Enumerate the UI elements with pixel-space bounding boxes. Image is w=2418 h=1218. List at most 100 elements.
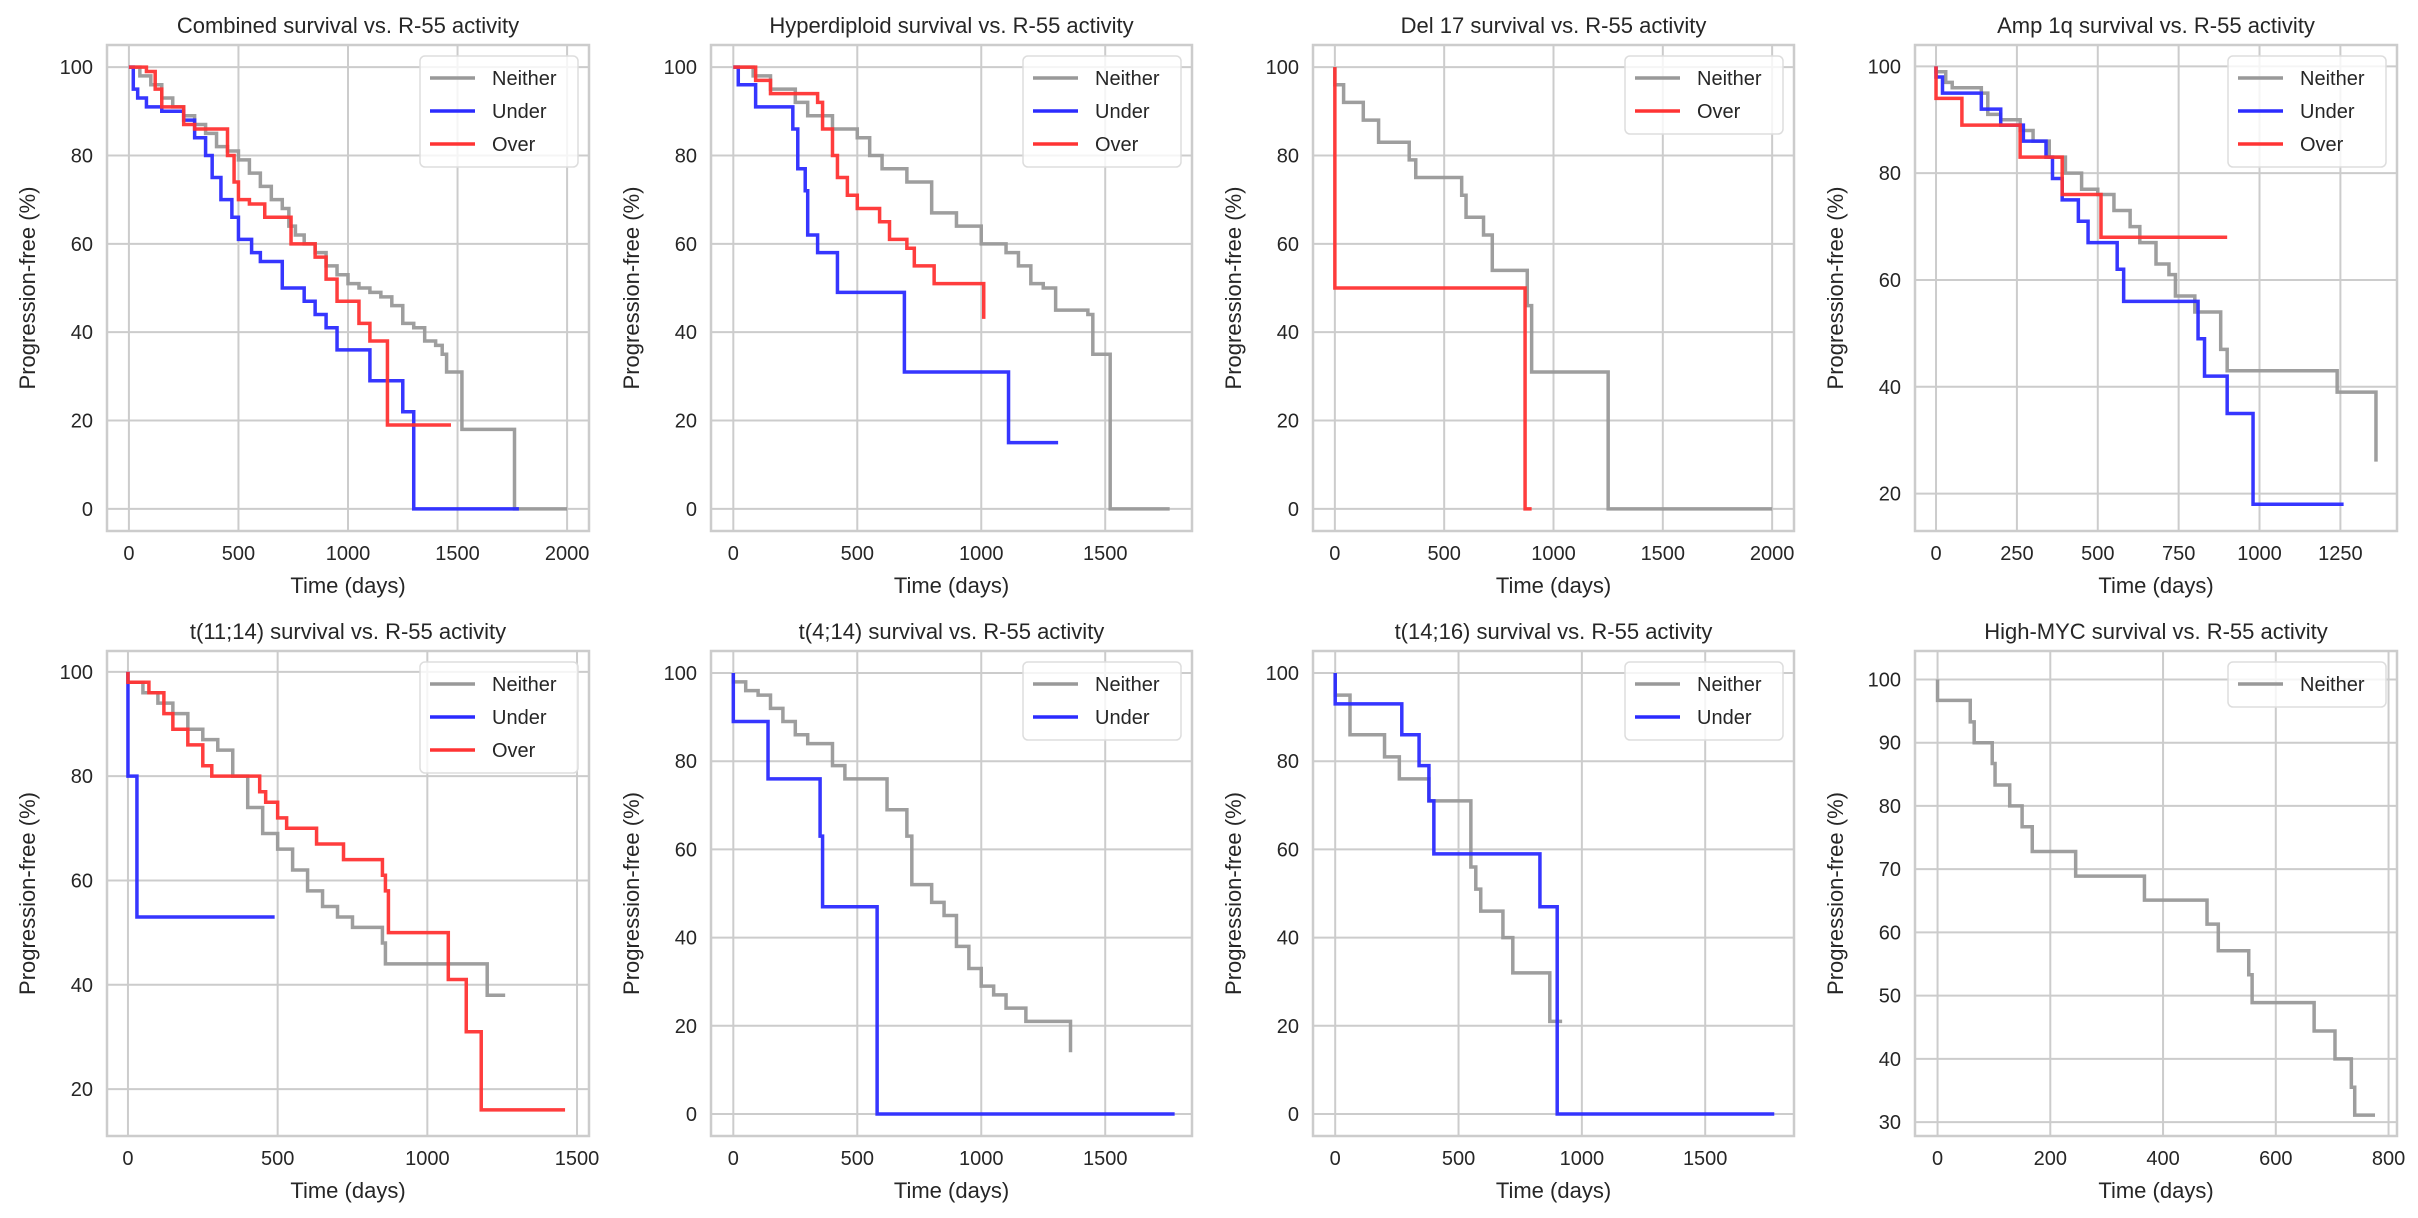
y-tick-label: 0	[82, 499, 93, 521]
y-tick-label: 30	[1879, 1112, 1901, 1134]
x-axis-label: Time (days)	[1496, 1178, 1611, 1203]
x-axis-label: Time (days)	[2098, 573, 2213, 598]
legend-frame	[1624, 661, 1784, 741]
legend: Neither Under	[1624, 661, 1784, 741]
y-tick-label: 80	[1879, 163, 1901, 185]
y-tick-label: 100	[1868, 56, 1901, 78]
x-tick-label: 500	[1427, 543, 1460, 565]
x-tick-label: 500	[2081, 543, 2114, 565]
series-line-under	[1333, 673, 1775, 1116]
y-tick-label: 40	[1879, 377, 1901, 399]
y-tick-label: 100	[664, 663, 697, 685]
y-tick-label: 100	[664, 57, 697, 79]
x-tick-label: 1000	[326, 543, 371, 565]
y-tick-label: 20	[675, 1016, 697, 1038]
y-tick-label: 60	[675, 234, 697, 256]
legend-label: Neither	[1697, 68, 1762, 90]
subplot-4: 0 250 500 750 1000 1250 20 40 60 80 100 Amp 1q surv…	[1823, 13, 2399, 598]
x-tick-label: 200	[2034, 1148, 2067, 1170]
x-tick-label: 1500	[435, 543, 480, 565]
x-tick-label: 500	[841, 1148, 874, 1170]
x-axis-label: Time (days)	[2098, 1178, 2213, 1203]
legend-label: Under	[492, 101, 547, 123]
series-line-over	[733, 65, 986, 319]
y-tick-label: 20	[675, 411, 697, 433]
series-line-over	[128, 65, 451, 427]
x-tick-label: 1000	[2237, 543, 2282, 565]
legend-label: Under	[492, 707, 547, 729]
x-tick-label: 0	[728, 543, 739, 565]
x-tick-label: 500	[222, 543, 255, 565]
axes-frame	[709, 43, 1194, 533]
legend-label: Neither	[2300, 68, 2365, 90]
y-axis-label: Progression-free (%)	[15, 187, 40, 390]
legend-frame	[1624, 55, 1784, 135]
legend-frame	[1022, 661, 1182, 741]
axes-frame	[1311, 649, 1796, 1138]
series-line-under	[731, 673, 1175, 1116]
subplot-8: 0 200 400 600 800 30 40 50 60 70 80 90 100 High-MYC s…	[1823, 619, 2405, 1203]
y-tick-label: 40	[71, 975, 93, 997]
series-line-over	[1934, 66, 2228, 240]
y-tick-label: 80	[675, 145, 697, 167]
axes-frame	[105, 43, 591, 533]
legend: Neither Over	[1624, 55, 1784, 135]
y-tick-label: 0	[1288, 499, 1299, 521]
legend-frame	[419, 661, 579, 774]
chart-title: t(14;16) survival vs. R-55 activity	[1395, 619, 1713, 644]
legend: Neither Under Over	[419, 661, 579, 774]
legend-label: Neither	[1697, 674, 1762, 696]
y-tick-label: 50	[1879, 986, 1901, 1008]
series-line-under	[126, 671, 275, 919]
y-tick-label: 100	[1868, 669, 1901, 691]
x-tick-label: 800	[2372, 1148, 2405, 1170]
x-axis-label: Time (days)	[290, 573, 405, 598]
x-tick-label: 2000	[545, 543, 590, 565]
y-axis-label: Progression-free (%)	[1823, 187, 1848, 390]
y-tick-label: 60	[675, 839, 697, 861]
subplot-6: 0 500 1000 1500 0 20 40 60 80 100 t(4;14) survival…	[619, 619, 1194, 1203]
x-tick-label: 0	[1932, 1148, 1943, 1170]
y-tick-label: 100	[1266, 57, 1299, 79]
x-tick-label: 1500	[1083, 1148, 1128, 1170]
legend: Neither Under Over	[2227, 55, 2387, 168]
series-line-neither	[731, 673, 1073, 1053]
series-line-under	[1934, 66, 2344, 507]
y-tick-label: 20	[71, 411, 93, 433]
series-line-under	[733, 65, 1059, 445]
x-tick-label: 1500	[555, 1148, 600, 1170]
chart-title: Amp 1q survival vs. R-55 activity	[1997, 13, 2315, 38]
y-tick-label: 60	[71, 234, 93, 256]
y-tick-label: 40	[1277, 322, 1299, 344]
axes-frame	[105, 649, 591, 1138]
series-line-neither	[733, 65, 1170, 511]
x-tick-label: 1000	[959, 543, 1004, 565]
subplot-7: 0 500 1000 1500 0 20 40 60 80 100 t(14;16) surviva…	[1221, 619, 1796, 1203]
series-line-neither	[1333, 67, 1773, 511]
x-tick-label: 750	[2162, 543, 2195, 565]
y-tick-label: 90	[1879, 733, 1901, 755]
y-tick-label: 40	[1277, 928, 1299, 950]
legend-label: Over	[1095, 134, 1139, 156]
y-tick-label: 0	[1288, 1104, 1299, 1126]
y-tick-label: 60	[1277, 234, 1299, 256]
subplot-2: 0 500 1000 1500 0 20 40 60 80 100 Hyperdiploid sur…	[619, 13, 1194, 598]
axes-frame	[1311, 43, 1796, 533]
series-line-neither	[126, 671, 506, 997]
series-line-neither	[1935, 679, 2376, 1117]
x-tick-label: 0	[1930, 543, 1941, 565]
legend-label: Over	[1697, 101, 1741, 123]
y-tick-label: 100	[1266, 663, 1299, 685]
y-tick-label: 60	[71, 870, 93, 892]
y-tick-label: 20	[1277, 411, 1299, 433]
x-axis-label: Time (days)	[290, 1178, 405, 1203]
y-axis-label: Progression-free (%)	[1221, 792, 1246, 995]
x-tick-label: 1000	[1560, 1148, 1605, 1170]
legend-label: Under	[1095, 707, 1150, 729]
x-tick-label: 400	[2146, 1148, 2179, 1170]
legend-label: Neither	[1095, 674, 1160, 696]
x-tick-label: 600	[2259, 1148, 2292, 1170]
y-tick-label: 0	[686, 1104, 697, 1126]
y-tick-label: 80	[1277, 145, 1299, 167]
x-tick-label: 1500	[1083, 543, 1128, 565]
